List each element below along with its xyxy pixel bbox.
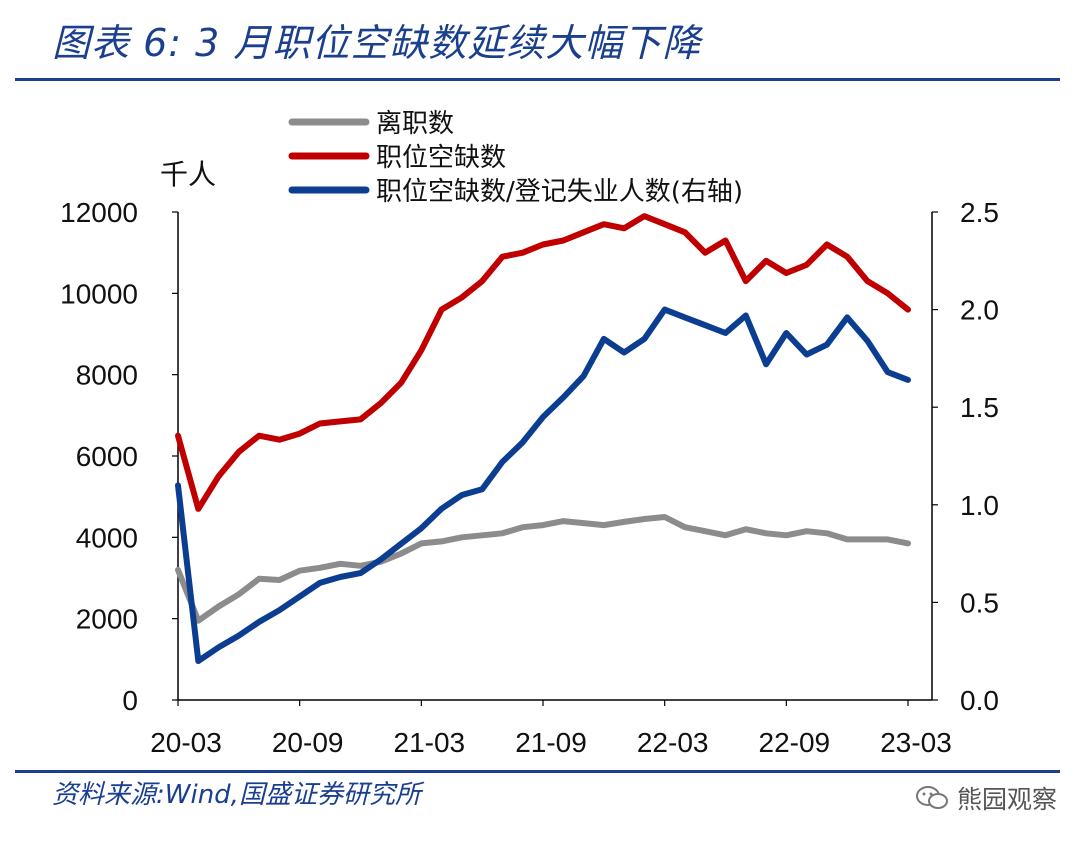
wechat-icon bbox=[915, 786, 948, 809]
x-tick-label: 20-09 bbox=[272, 727, 344, 758]
watermark-text: 熊园观察 bbox=[956, 785, 1057, 814]
y-left-tick-label: 4000 bbox=[76, 522, 138, 553]
legend-label-0: 离职数 bbox=[376, 109, 454, 139]
chart-series bbox=[175, 213, 911, 664]
watermark: 熊园观察 bbox=[915, 780, 1057, 816]
y-right-tick-label: 1.5 bbox=[960, 392, 999, 423]
y-left-tick-label: 10000 bbox=[60, 278, 138, 309]
x-tick-label: 20-03 bbox=[150, 727, 222, 758]
y-left-tick-label: 8000 bbox=[76, 360, 138, 391]
y-right-tick-label: 2.5 bbox=[960, 197, 999, 228]
title-divider bbox=[15, 78, 1060, 81]
y-right-tick-label: 0.0 bbox=[960, 685, 999, 716]
y-left-tick-label: 6000 bbox=[76, 441, 138, 472]
x-tick-label: 21-03 bbox=[394, 727, 466, 758]
series-line-2 bbox=[175, 306, 911, 664]
y-right-tick-label: 2.0 bbox=[960, 295, 999, 326]
chart-axes: 0 2000 4000 6000 8000 10000 12000 0.0 0.5 1.0 1.5 2… bbox=[60, 197, 999, 758]
y-right-tick-label: 1.0 bbox=[960, 490, 999, 521]
x-tick-label: 22-09 bbox=[759, 727, 831, 758]
y-left-tick-label: 2000 bbox=[76, 604, 138, 635]
y-right-tick-label: 0.5 bbox=[960, 587, 999, 618]
x-tick-label: 23-03 bbox=[880, 727, 952, 758]
legend-label-1: 职位空缺数 bbox=[376, 143, 506, 173]
footer-divider bbox=[15, 770, 1060, 773]
y-left-tick-label: 0 bbox=[122, 685, 138, 716]
y-left-tick-label: 12000 bbox=[60, 197, 138, 228]
x-tick-label: 22-03 bbox=[637, 727, 709, 758]
page-title: 图表 6: 3 月职位空缺数延续大幅下降 bbox=[52, 21, 702, 65]
x-tick-label: 21-09 bbox=[515, 727, 587, 758]
y-axis-unit-label: 千人 bbox=[160, 159, 216, 190]
source-note: 资料来源:Wind,国盛证券研究所 bbox=[52, 780, 421, 810]
legend-label-2: 职位空缺数/登记失业人数(右轴) bbox=[376, 177, 743, 207]
series-line-0 bbox=[175, 514, 911, 624]
series-line-1 bbox=[175, 213, 911, 512]
